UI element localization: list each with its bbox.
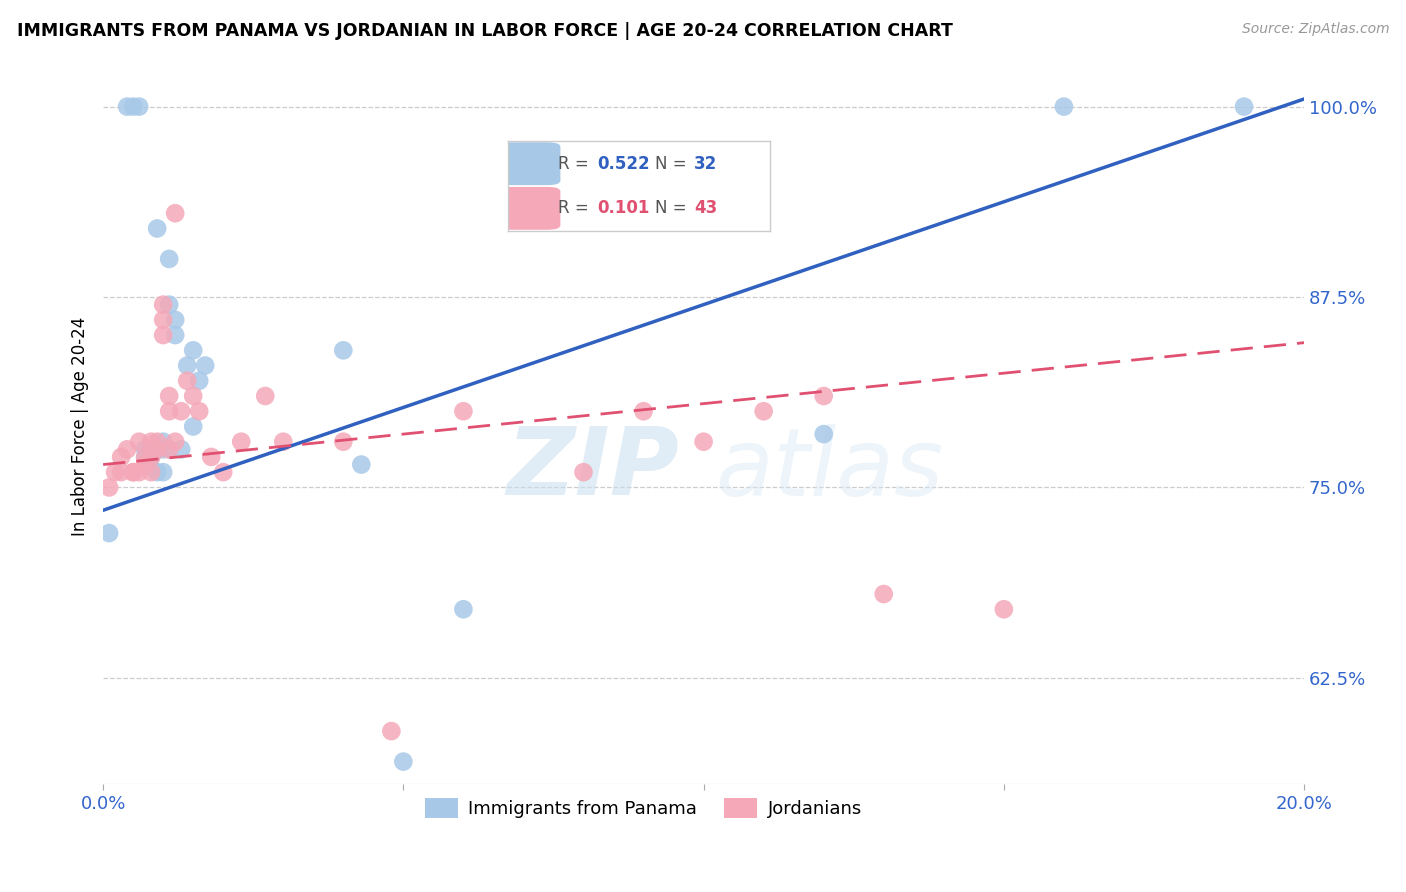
Point bbox=[128, 100, 150, 114]
Point bbox=[332, 343, 354, 358]
Point bbox=[752, 404, 775, 418]
Legend: Immigrants from Panama, Jordanians: Immigrants from Panama, Jordanians bbox=[418, 791, 869, 825]
Point bbox=[98, 480, 121, 494]
Text: N =: N = bbox=[655, 154, 692, 173]
Point bbox=[200, 450, 222, 464]
Point bbox=[110, 450, 132, 464]
Point bbox=[181, 419, 204, 434]
Point bbox=[128, 434, 150, 449]
Point bbox=[157, 442, 180, 457]
Point bbox=[453, 602, 475, 616]
Text: 43: 43 bbox=[693, 199, 717, 218]
Point bbox=[392, 755, 415, 769]
Point bbox=[152, 442, 174, 457]
Text: R =: R = bbox=[558, 154, 593, 173]
Y-axis label: In Labor Force | Age 20-24: In Labor Force | Age 20-24 bbox=[72, 317, 89, 536]
Point bbox=[98, 526, 121, 541]
Point bbox=[993, 602, 1015, 616]
Point bbox=[231, 434, 253, 449]
Point bbox=[212, 465, 235, 479]
Point bbox=[188, 374, 211, 388]
Point bbox=[188, 404, 211, 418]
Point bbox=[146, 442, 169, 457]
Point bbox=[146, 465, 169, 479]
Text: R =: R = bbox=[558, 199, 593, 218]
Text: atlas: atlas bbox=[716, 424, 943, 515]
Point bbox=[157, 404, 180, 418]
Point bbox=[165, 434, 187, 449]
Point bbox=[141, 465, 163, 479]
Point bbox=[692, 434, 714, 449]
Text: Source: ZipAtlas.com: Source: ZipAtlas.com bbox=[1241, 22, 1389, 37]
Point bbox=[165, 328, 187, 343]
Point bbox=[157, 297, 180, 311]
Point bbox=[176, 359, 198, 373]
Point bbox=[181, 343, 204, 358]
Point bbox=[157, 389, 180, 403]
Point bbox=[157, 252, 180, 266]
Point bbox=[271, 434, 294, 449]
Point bbox=[115, 100, 138, 114]
Point bbox=[146, 434, 169, 449]
Text: IMMIGRANTS FROM PANAMA VS JORDANIAN IN LABOR FORCE | AGE 20-24 CORRELATION CHART: IMMIGRANTS FROM PANAMA VS JORDANIAN IN L… bbox=[17, 22, 953, 40]
Point bbox=[157, 442, 180, 457]
Point bbox=[350, 458, 373, 472]
Point bbox=[152, 297, 174, 311]
Point bbox=[813, 389, 835, 403]
Point bbox=[134, 442, 156, 457]
Point bbox=[813, 427, 835, 442]
Text: 0.522: 0.522 bbox=[598, 154, 650, 173]
Point bbox=[141, 450, 163, 464]
Point bbox=[176, 374, 198, 388]
Point bbox=[152, 434, 174, 449]
Point bbox=[141, 442, 163, 457]
Point bbox=[110, 465, 132, 479]
Point bbox=[873, 587, 896, 601]
Point bbox=[254, 389, 277, 403]
Text: 32: 32 bbox=[693, 154, 717, 173]
Point bbox=[633, 404, 655, 418]
Point bbox=[122, 465, 145, 479]
Point bbox=[146, 442, 169, 457]
Point bbox=[152, 328, 174, 343]
Point bbox=[165, 206, 187, 220]
Point bbox=[122, 465, 145, 479]
Text: N =: N = bbox=[655, 199, 692, 218]
Point bbox=[152, 465, 174, 479]
Point bbox=[170, 442, 193, 457]
Point bbox=[141, 434, 163, 449]
Point bbox=[572, 465, 595, 479]
Point bbox=[128, 465, 150, 479]
Text: ZIP: ZIP bbox=[506, 424, 679, 516]
Point bbox=[141, 450, 163, 464]
Point bbox=[115, 442, 138, 457]
Point bbox=[134, 450, 156, 464]
Point bbox=[332, 434, 354, 449]
Point bbox=[453, 404, 475, 418]
Point bbox=[146, 221, 169, 235]
Point bbox=[170, 404, 193, 418]
Point bbox=[134, 458, 156, 472]
Point bbox=[152, 313, 174, 327]
Point bbox=[1233, 100, 1256, 114]
Point bbox=[104, 465, 127, 479]
FancyBboxPatch shape bbox=[501, 187, 561, 230]
Point bbox=[122, 100, 145, 114]
Text: 0.101: 0.101 bbox=[598, 199, 650, 218]
Point bbox=[380, 724, 402, 739]
Point bbox=[181, 389, 204, 403]
FancyBboxPatch shape bbox=[501, 143, 561, 186]
Point bbox=[165, 313, 187, 327]
Point bbox=[1053, 100, 1076, 114]
Point bbox=[134, 450, 156, 464]
Point bbox=[194, 359, 217, 373]
